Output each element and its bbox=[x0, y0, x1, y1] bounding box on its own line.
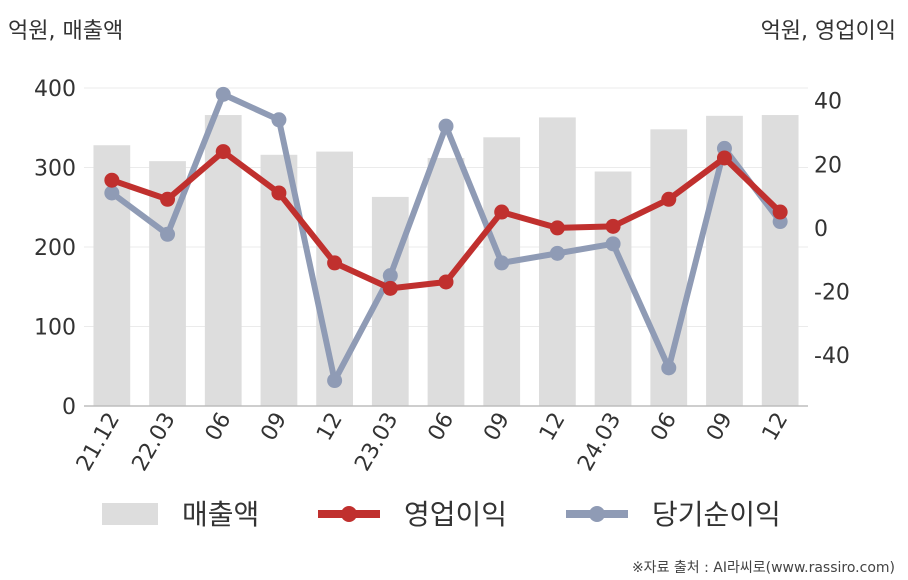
operating-profit-point bbox=[605, 218, 621, 234]
left-axis-unit: 억원, 매출액 bbox=[8, 19, 123, 44]
revenue-bar bbox=[539, 117, 576, 406]
net-income-point bbox=[160, 226, 176, 242]
right-tick-label: -40 bbox=[814, 344, 850, 369]
legend-swatch-net-dot bbox=[589, 506, 605, 522]
x-tick-label: 23.03 bbox=[350, 409, 403, 476]
x-tick-label: 09 bbox=[702, 409, 738, 446]
left-tick-label: 100 bbox=[34, 316, 76, 341]
net-income-point bbox=[271, 112, 287, 128]
operating-profit-point bbox=[160, 191, 176, 207]
net-income-point bbox=[215, 86, 231, 102]
x-tick-label: 12 bbox=[312, 409, 348, 446]
operating-profit-point bbox=[716, 150, 732, 166]
x-tick-label: 22.03 bbox=[128, 409, 181, 476]
x-axis-ticks: 21.12 22.03 06 09 12 23.03 06 09 12 24.03 06 09 12 bbox=[72, 409, 793, 476]
x-tick-label: 12 bbox=[535, 409, 571, 446]
left-tick-label: 400 bbox=[34, 77, 76, 102]
right-tick-label: 40 bbox=[814, 90, 842, 115]
x-tick-label: 24.03 bbox=[573, 409, 626, 476]
net-income-point bbox=[605, 236, 621, 252]
x-tick-label: 21.12 bbox=[72, 409, 125, 476]
operating-profit-point bbox=[661, 191, 677, 207]
operating-profit-point bbox=[327, 255, 343, 271]
revenue-bar bbox=[483, 137, 521, 407]
net-income-point bbox=[327, 373, 343, 389]
legend-swatch-revenue bbox=[102, 503, 158, 525]
operating-profit-point bbox=[215, 144, 231, 160]
net-income-point bbox=[104, 185, 120, 201]
operating-profit-point bbox=[271, 185, 287, 201]
legend: 매출액 영업이익 당기순이익 bbox=[102, 498, 781, 531]
operating-profit-point bbox=[772, 204, 788, 220]
legend-swatch-operating-dot bbox=[341, 506, 357, 522]
legend-label-operating: 영업이익 bbox=[404, 498, 507, 531]
left-axis-ticks: 0 100 200 300 400 bbox=[34, 77, 76, 420]
legend-label-net: 당기순이익 bbox=[652, 498, 781, 531]
right-axis-unit: 억원, 영업이익 bbox=[761, 19, 896, 44]
operating-profit-point bbox=[438, 274, 454, 290]
x-tick-label: 12 bbox=[758, 409, 794, 446]
x-tick-label: 06 bbox=[424, 409, 460, 446]
x-tick-label: 06 bbox=[201, 409, 237, 446]
net-income-point bbox=[661, 360, 677, 376]
left-tick-label: 300 bbox=[34, 157, 76, 182]
operating-profit-point bbox=[494, 204, 510, 220]
net-income-point bbox=[382, 268, 398, 284]
operating-profit-point bbox=[382, 280, 398, 296]
left-tick-label: 200 bbox=[34, 236, 76, 261]
operating-profit-point bbox=[104, 172, 120, 188]
right-tick-label: 0 bbox=[814, 217, 828, 242]
net-income-point bbox=[438, 118, 454, 134]
line-series bbox=[104, 86, 788, 389]
x-tick-label: 06 bbox=[646, 409, 682, 446]
operating-profit-point bbox=[549, 220, 565, 236]
right-tick-label: 20 bbox=[814, 153, 842, 178]
right-tick-label: -20 bbox=[814, 281, 850, 306]
x-tick-label: 09 bbox=[479, 409, 515, 446]
x-tick-label: 09 bbox=[256, 409, 292, 446]
left-tick-label: 0 bbox=[62, 395, 76, 420]
revenue-bar bbox=[594, 171, 632, 406]
source-note: ※자료 출처 : AI라씨로(www.rassiro.com) bbox=[632, 560, 895, 576]
revenue-bar bbox=[761, 115, 799, 406]
net-income-point bbox=[549, 245, 565, 261]
right-axis-ticks: -40 -20 0 20 40 bbox=[814, 90, 850, 369]
legend-label-revenue: 매출액 bbox=[182, 498, 259, 531]
net-income-point bbox=[494, 255, 510, 271]
